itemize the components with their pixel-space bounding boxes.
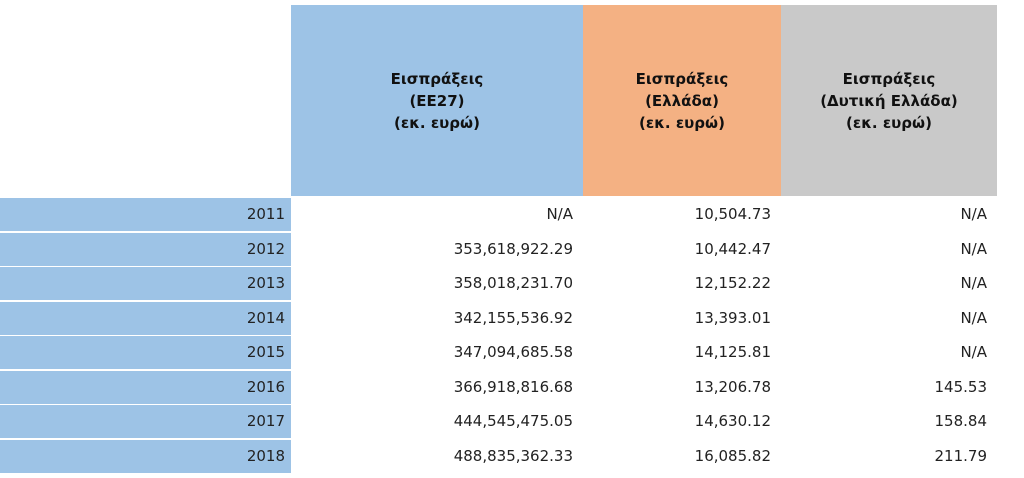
year-cell: 2013 bbox=[0, 267, 291, 301]
greece-value: 13,206.78 bbox=[694, 377, 771, 396]
greece-value: 14,630.12 bbox=[694, 412, 771, 430]
header-eu27-line1: Εισπράξεις bbox=[390, 69, 484, 88]
year-label: 2011 bbox=[246, 205, 285, 223]
header-greece-line2: (Ελλάδα) bbox=[645, 91, 719, 110]
year-label: 2013 bbox=[246, 274, 285, 292]
header-greece: Εισπράξεις (Ελλάδα) (εκ. ευρώ) bbox=[583, 5, 781, 196]
year-label: 2017 bbox=[246, 412, 285, 430]
year-cell: 2011 bbox=[0, 198, 291, 232]
table-row: 2011 N/A 10,504.73 N/A bbox=[0, 198, 1000, 233]
year-label: 2012 bbox=[246, 239, 285, 258]
table-row: 2017 444,545,475.05 14,630.12 158.84 bbox=[0, 405, 1000, 440]
eu27-value: 342,155,536.92 bbox=[453, 308, 573, 327]
greece-value: 14,125.81 bbox=[694, 343, 771, 361]
eu27-value: 444,545,475.05 bbox=[453, 412, 573, 430]
year-label: 2016 bbox=[246, 377, 285, 396]
eu27-value: 358,018,231.70 bbox=[453, 274, 573, 292]
header-greece-line1: Εισπράξεις bbox=[635, 69, 729, 88]
year-label: 2015 bbox=[246, 343, 285, 361]
western-greece-value: N/A bbox=[960, 308, 987, 327]
header-western-greece-line2: (Δυτική Ελλάδα) bbox=[820, 91, 958, 110]
header-eu27-line3: (εκ. ευρώ) bbox=[394, 113, 480, 132]
western-greece-value: N/A bbox=[960, 274, 987, 292]
header-western-greece: Εισπράξεις (Δυτική Ελλάδα) (εκ. ευρώ) bbox=[781, 5, 997, 196]
table-row: 2014 342,155,536.92 13,393.01 N/A bbox=[0, 301, 1000, 337]
table-row: 2016 366,918,816.68 13,206.78 145.53 bbox=[0, 370, 1000, 406]
western-greece-value: 145.53 bbox=[934, 377, 988, 396]
year-cell: 2015 bbox=[0, 336, 291, 370]
greece-value: 10,504.73 bbox=[694, 205, 771, 223]
year-label: 2014 bbox=[246, 308, 285, 327]
greece-value: 12,152.22 bbox=[694, 274, 771, 292]
table-row: 2015 347,094,685.58 14,125.81 N/A bbox=[0, 336, 1000, 371]
header-eu27: Εισπράξεις (ΕΕ27) (εκ. ευρώ) bbox=[291, 5, 583, 196]
eu27-value: N/A bbox=[546, 205, 573, 223]
western-greece-value: N/A bbox=[960, 239, 987, 258]
greece-value: 16,085.82 bbox=[694, 446, 771, 465]
year-label: 2018 bbox=[246, 446, 285, 465]
eu27-value: 488,835,362.33 bbox=[453, 446, 573, 465]
header-western-greece-line1: Εισπράξεις bbox=[842, 69, 936, 88]
header-western-greece-line3: (εκ. ευρώ) bbox=[846, 113, 932, 132]
western-greece-value: 158.84 bbox=[934, 412, 988, 430]
eu27-value: 353,618,922.29 bbox=[453, 239, 573, 258]
year-cell: 2018 bbox=[0, 439, 291, 474]
greece-value: 13,393.01 bbox=[694, 308, 771, 327]
table-row: 2012 353,618,922.29 10,442.47 N/A bbox=[0, 232, 1000, 268]
table-row: 2018 488,835,362.33 16,085.82 211.79 bbox=[0, 439, 1000, 475]
eu27-value: 366,918,816.68 bbox=[453, 377, 573, 396]
year-cell: 2012 bbox=[0, 232, 291, 267]
eu27-value: 347,094,685.58 bbox=[453, 343, 573, 361]
western-greece-value: N/A bbox=[960, 343, 987, 361]
western-greece-value: 211.79 bbox=[934, 446, 988, 465]
year-cell: 2016 bbox=[0, 370, 291, 405]
header-greece-line3: (εκ. ευρώ) bbox=[639, 113, 725, 132]
table-body: 2011 N/A 10,504.73 N/A 2012 353,618,922.… bbox=[0, 198, 1000, 474]
header-eu27-line2: (ΕΕ27) bbox=[409, 91, 465, 110]
greece-value: 10,442.47 bbox=[694, 239, 771, 258]
table-row: 2013 358,018,231.70 12,152.22 N/A bbox=[0, 267, 1000, 302]
western-greece-value: N/A bbox=[960, 205, 987, 223]
year-cell: 2014 bbox=[0, 301, 291, 336]
year-cell: 2017 bbox=[0, 405, 291, 439]
